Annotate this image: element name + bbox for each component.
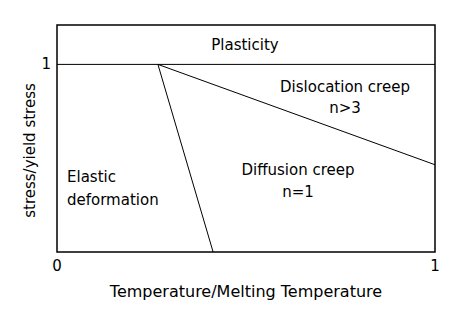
region-boundary	[158, 64, 435, 164]
region-boundary	[158, 64, 213, 252]
y-tick-label: 1	[41, 55, 51, 73]
y-axis-label: stress/yield stress	[21, 83, 39, 218]
region-label: Elastic	[67, 168, 116, 186]
x-axis-label: Temperature/Melting Temperature	[109, 282, 382, 301]
region-label: deformation	[67, 191, 159, 209]
region-label: n=1	[282, 183, 314, 201]
plot-frame	[57, 25, 435, 252]
region-label: Diffusion creep	[241, 161, 354, 179]
region-label: n>3	[329, 99, 361, 117]
region-label: Plasticity	[211, 36, 279, 54]
x-tick-label: 0	[52, 257, 62, 275]
region-boundary	[57, 64, 435, 65]
plot-area	[57, 64, 435, 252]
region-label: Dislocation creep	[280, 78, 410, 96]
x-tick-label: 1	[430, 257, 440, 275]
chart: Plasticity Dislocation creep n>3 Diffusion …	[0, 0, 474, 313]
